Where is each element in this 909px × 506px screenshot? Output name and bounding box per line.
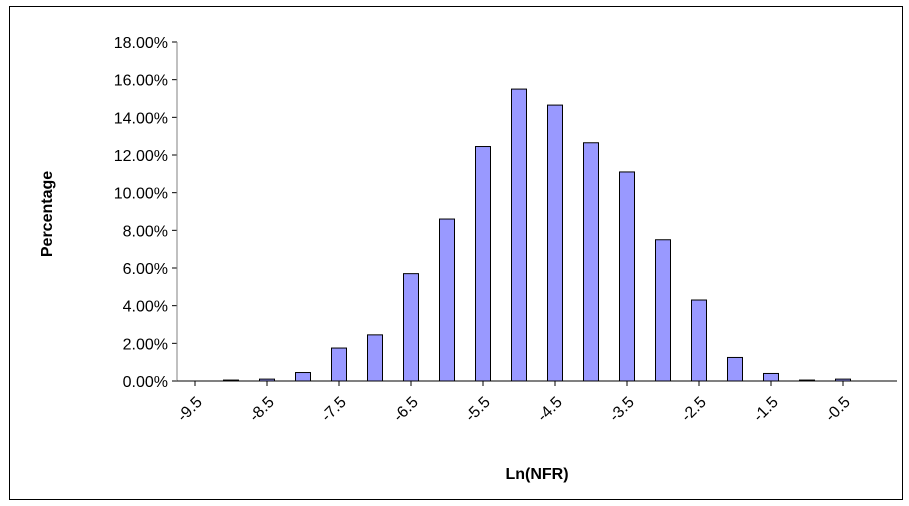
x-tick-label: -3.5 — [606, 394, 638, 426]
y-tick-label: 14.00% — [114, 110, 168, 127]
bar — [367, 334, 383, 382]
y-axis-ticks: 0.00% 2.00% 4.00% 6.00% 8.00% 10.00% 12.00% 14.… — [114, 35, 177, 391]
y-tick-label: 0.00% — [123, 374, 168, 391]
y-tick-label: 8.00% — [123, 223, 168, 240]
bar — [547, 104, 563, 382]
bar — [655, 239, 671, 382]
bar — [763, 372, 779, 382]
x-tick-label: -2.5 — [678, 394, 710, 426]
y-tick-label: 10.00% — [114, 186, 168, 203]
chart-frame — [9, 6, 903, 500]
x-tick-label: -0.5 — [822, 394, 854, 426]
y-tick-label: 18.00% — [114, 35, 168, 52]
y-tick-label: 4.00% — [123, 299, 168, 316]
bar — [727, 356, 743, 382]
y-tick-label: 2.00% — [123, 336, 168, 353]
x-axis-title: Ln(NFR) — [505, 466, 568, 483]
bar — [475, 146, 491, 382]
axes — [176, 42, 897, 382]
bar — [403, 273, 419, 382]
bar — [295, 372, 311, 382]
bar — [331, 347, 347, 382]
x-axis-ticks: -9.5 -8.5 -7.5 -6.5 -5.5 -4.5 -3.5 -2.5 -1.5 -0.5 — [174, 381, 854, 425]
bar — [691, 299, 707, 382]
bar — [439, 218, 455, 382]
x-tick-label: -8.5 — [246, 394, 278, 426]
x-tick-label: -6.5 — [390, 394, 422, 426]
y-tick-label: 16.00% — [114, 73, 168, 90]
bar — [511, 88, 527, 382]
x-tick-label: -4.5 — [534, 394, 566, 426]
bar — [583, 142, 599, 382]
x-tick-label: -9.5 — [174, 394, 206, 426]
bars — [223, 88, 851, 382]
x-tick-label: -1.5 — [750, 394, 782, 426]
y-tick-label: 12.00% — [114, 148, 168, 165]
y-axis-title: Percentage — [39, 171, 56, 257]
bar — [619, 171, 635, 382]
y-tick-label: 6.00% — [123, 261, 168, 278]
x-tick-label: -7.5 — [318, 394, 350, 426]
x-tick-label: -5.5 — [462, 394, 494, 426]
